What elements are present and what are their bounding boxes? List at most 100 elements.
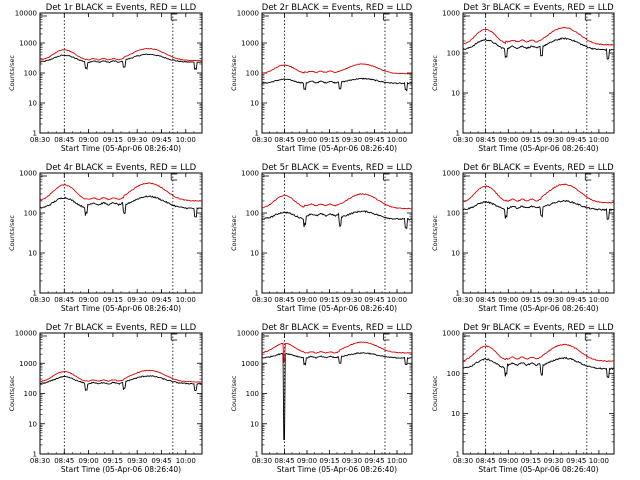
panel-2: Det 2r BLACK = Events, RED = LLD Counts/s… [230, 3, 413, 153]
segment-bracket [383, 173, 390, 181]
x-tick-label: 09:00 [79, 296, 99, 304]
x-tick-label: 08:45 [476, 136, 496, 144]
x-tick-label: 09:30 [342, 457, 362, 465]
x-tick-label: 08:45 [274, 296, 294, 304]
y-tick-label: 10000 [15, 10, 37, 18]
x-tick-label: 09:45 [151, 457, 171, 465]
x-tick-label: 09:30 [544, 457, 564, 465]
lld-series-line [261, 341, 413, 363]
x-tick-label: 09:45 [364, 136, 384, 144]
x-tick-label: 10:00 [176, 457, 196, 465]
x-tick-label: 08:30 [453, 296, 473, 304]
y-tick-label: 10000 [237, 10, 259, 18]
y-axis-label: Counts/sec [431, 375, 439, 411]
events-series-line [462, 37, 615, 60]
y-tick-label: 100 [24, 210, 37, 218]
x-tick-label: 09:00 [498, 136, 518, 144]
y-axis-label: Counts/sec [8, 215, 16, 251]
x-tick-label: 09:15 [521, 296, 541, 304]
x-tick-label: 08:30 [453, 136, 473, 144]
segment-bracket [170, 173, 178, 181]
x-tick-label: 08:45 [476, 296, 496, 304]
y-tick-label: 1000 [241, 40, 259, 48]
x-tick-label: 10:00 [176, 136, 196, 144]
segment-bracket [383, 333, 390, 341]
x-tick-label: 08:30 [252, 457, 272, 465]
y-tick-label: 1 [456, 451, 460, 459]
x-tick-label: 08:30 [453, 457, 473, 465]
x-tick-label: 09:30 [544, 296, 564, 304]
y-tick-label: 100 [447, 210, 460, 218]
x-tick-label: 09:00 [498, 296, 518, 304]
y-tick-label: 10 [451, 90, 460, 98]
y-tick-label: 10 [250, 100, 259, 108]
y-tick-label: 1 [33, 130, 37, 138]
x-axis-label: Start Time (05-Apr-06 08:26:40) [61, 304, 181, 313]
panel-title: Det 5r BLACK = Events, RED = LLD [262, 163, 413, 173]
x-tick-label: 08:45 [274, 457, 294, 465]
panel-title: Det 8r BLACK = Events, RED = LLD [262, 323, 413, 333]
x-tick-label: 09:45 [151, 136, 171, 144]
y-tick-label: 1 [456, 130, 460, 138]
x-tick-label: 09:15 [521, 136, 541, 144]
events-series-line [462, 199, 615, 220]
lld-series-line [39, 182, 202, 202]
x-tick-label: 10:00 [387, 296, 407, 304]
y-tick-label: 1 [255, 451, 259, 459]
x-axis-label: Start Time (05-Apr-06 08:26:40) [277, 144, 397, 153]
x-tick-label: 08:45 [274, 136, 294, 144]
lld-series-line [261, 193, 413, 210]
y-tick-label: 100 [246, 210, 259, 218]
segment-bracket [170, 13, 178, 21]
y-axis-label: Counts/sec [431, 215, 439, 251]
y-tick-label: 100 [246, 390, 259, 398]
y-axis-label: Counts/sec [8, 55, 16, 91]
y-tick-label: 1000 [442, 330, 460, 338]
panel-title: Det 3r BLACK = Events, RED = LLD [463, 3, 614, 13]
y-tick-label: 1000 [19, 170, 37, 178]
x-axis-label: Start Time (05-Apr-06 08:26:40) [61, 144, 181, 153]
x-tick-label: 08:30 [252, 296, 272, 304]
x-tick-label: 08:45 [54, 296, 74, 304]
y-tick-label: 10000 [237, 330, 259, 338]
segment-bracket [584, 333, 592, 341]
panel-8: Det 8r BLACK = Events, RED = LLD Counts/s… [230, 323, 413, 474]
y-tick-label: 10000 [15, 330, 37, 338]
events-series-line [261, 352, 413, 441]
x-tick-label: 10:00 [387, 457, 407, 465]
x-axis-label: Start Time (05-Apr-06 08:26:40) [478, 304, 598, 313]
x-tick-label: 10:00 [589, 136, 609, 144]
panel-5: Det 5r BLACK = Events, RED = LLD Counts/s… [230, 163, 413, 313]
panel-title: Det 7r BLACK = Events, RED = LLD [46, 323, 197, 333]
x-tick-label: 09:45 [364, 296, 384, 304]
y-tick-label: 1 [255, 130, 259, 138]
y-tick-label: 10 [28, 100, 37, 108]
panel-title: Det 6r BLACK = Events, RED = LLD [463, 163, 614, 173]
y-axis-label: Counts/sec [431, 55, 439, 91]
x-axis-label: Start Time (05-Apr-06 08:26:40) [478, 144, 598, 153]
x-tick-label: 09:30 [127, 136, 147, 144]
x-tick-label: 08:30 [30, 296, 50, 304]
y-axis-label: Counts/sec [230, 375, 238, 411]
y-tick-label: 1000 [241, 170, 259, 178]
y-tick-label: 1000 [241, 360, 259, 368]
x-tick-label: 09:15 [319, 457, 339, 465]
segment-bracket [584, 13, 592, 21]
segment-bracket [584, 173, 592, 181]
x-tick-label: 09:15 [521, 457, 541, 465]
x-axis-label: Start Time (05-Apr-06 08:26:40) [277, 304, 397, 313]
x-tick-label: 08:30 [252, 136, 272, 144]
panel-1: Det 1r BLACK = Events, RED = LLD Counts/s… [8, 3, 203, 153]
y-tick-label: 10 [28, 420, 37, 428]
y-tick-label: 1 [33, 451, 37, 459]
x-tick-label: 09:00 [79, 136, 99, 144]
x-tick-label: 09:00 [297, 136, 317, 144]
x-tick-label: 09:00 [297, 296, 317, 304]
x-tick-label: 10:00 [589, 296, 609, 304]
events-series-line [39, 53, 203, 71]
x-tick-label: 09:45 [364, 457, 384, 465]
x-tick-label: 09:30 [544, 136, 564, 144]
y-tick-label: 10 [451, 410, 460, 418]
panel-title: Det 1r BLACK = Events, RED = LLD [46, 3, 197, 13]
